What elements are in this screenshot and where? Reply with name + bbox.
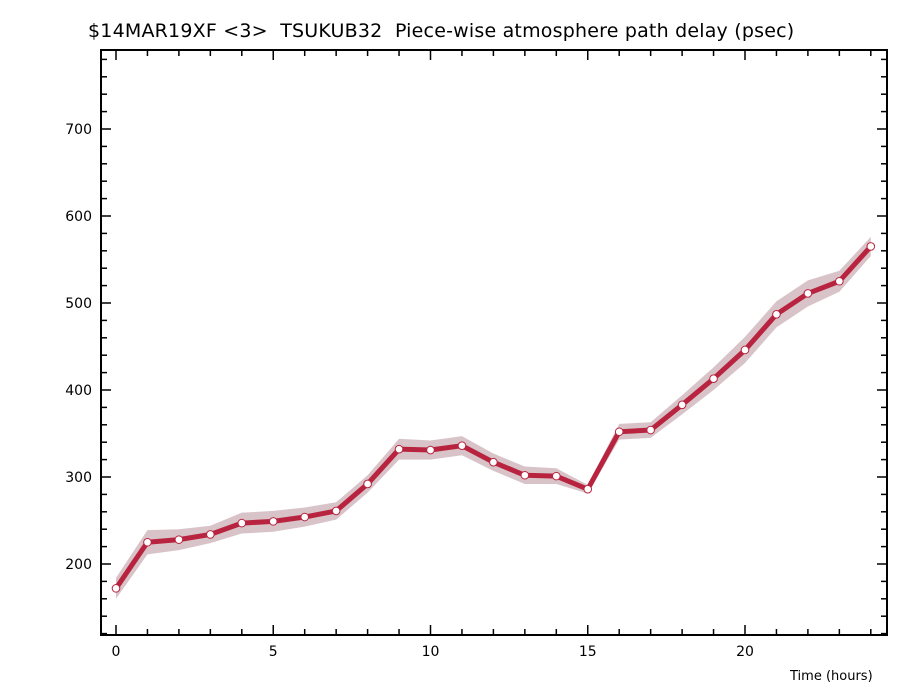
data-point: [866, 242, 876, 251]
x-tick-label: 10: [422, 644, 440, 660]
data-point: [772, 310, 781, 319]
x-axis-label: Time (hours): [789, 669, 873, 684]
data-point: [143, 537, 152, 547]
chart-title: $14MAR19XF <3> TSUKUB32 Piece-wise atmos…: [88, 20, 795, 42]
x-tick-label: 5: [269, 644, 278, 660]
plot-frame: [100, 49, 888, 636]
data-point: [394, 444, 404, 454]
data-point: [363, 479, 372, 489]
y-tick-label: 600: [65, 209, 92, 225]
y-tick-label: 300: [65, 470, 92, 486]
data-point: [646, 425, 655, 435]
error-band: [116, 236, 871, 599]
data-point: [677, 400, 687, 410]
data-point: [489, 457, 498, 467]
data-point: [583, 484, 593, 494]
data-point: [300, 512, 310, 522]
y-tick-label: 700: [65, 122, 92, 138]
x-tick-label: 0: [112, 644, 121, 660]
data-point: [614, 427, 624, 437]
data-point: [457, 441, 467, 450]
data-point: [835, 276, 844, 286]
data-point: [709, 374, 718, 383]
data-point: [331, 506, 341, 516]
data-point: [206, 530, 215, 539]
data-point: [174, 535, 184, 544]
data-point: [111, 584, 121, 593]
data-point: [426, 445, 435, 455]
y-tick-label: 200: [65, 557, 92, 573]
data-point: [268, 517, 278, 526]
data-point: [552, 471, 561, 481]
data-point: [740, 345, 750, 355]
data-point: [520, 470, 530, 480]
data-point: [237, 518, 247, 528]
x-tick-label: 15: [579, 644, 597, 660]
y-tick-label: 400: [65, 383, 92, 399]
x-tick-label: 20: [736, 644, 754, 660]
y-tick-label: 500: [65, 296, 92, 312]
data-point: [803, 289, 813, 298]
